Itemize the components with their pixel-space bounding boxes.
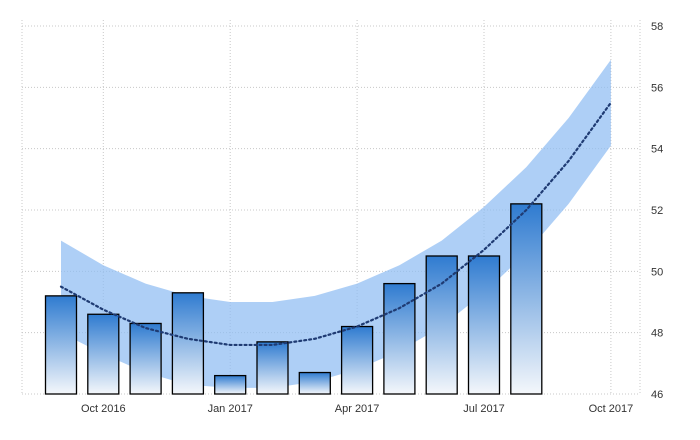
bar-apr-2017 (340, 325, 374, 395)
bars (44, 203, 543, 395)
bar-sep-2016 (44, 295, 78, 395)
trend-line (59, 101, 613, 347)
y-tick-label: 50 (651, 266, 663, 278)
bar-dec-2016 (171, 292, 205, 395)
y-tick-label: 52 (651, 205, 663, 217)
bar-feb-2017 (256, 341, 289, 395)
x-tick-label: Jul 2017 (463, 403, 505, 415)
y-axis-labels: 46 48 50 52 54 56 58 (651, 21, 663, 401)
y-tick-label: 54 (651, 144, 663, 156)
x-tick-label: Jan 2017 (208, 403, 253, 415)
y-tick-label: 56 (651, 82, 663, 94)
y-tick-label: 58 (651, 21, 663, 33)
y-tick-label: 46 (651, 389, 663, 401)
x-tick-label: Apr 2017 (335, 403, 380, 415)
bar-mar-2017 (298, 371, 331, 395)
bar-nov-2016 (129, 322, 162, 395)
y-tick-label: 48 (651, 328, 663, 340)
x-axis-labels: Oct 2016 Jan 2017 Apr 2017 Jul 2017 Oct 2017 (81, 403, 633, 415)
bar-jul-2017 (467, 255, 501, 395)
bar-oct-2016 (87, 313, 120, 395)
trend-line-group (59, 101, 613, 347)
x-tick-label: Oct 2016 (81, 403, 126, 415)
x-tick-label: Oct 2017 (589, 403, 634, 415)
bar-jun-2017 (425, 255, 458, 395)
bar-aug-2017 (510, 203, 543, 395)
bar-jan-2017 (214, 374, 247, 395)
bar-may-2017 (383, 282, 416, 395)
